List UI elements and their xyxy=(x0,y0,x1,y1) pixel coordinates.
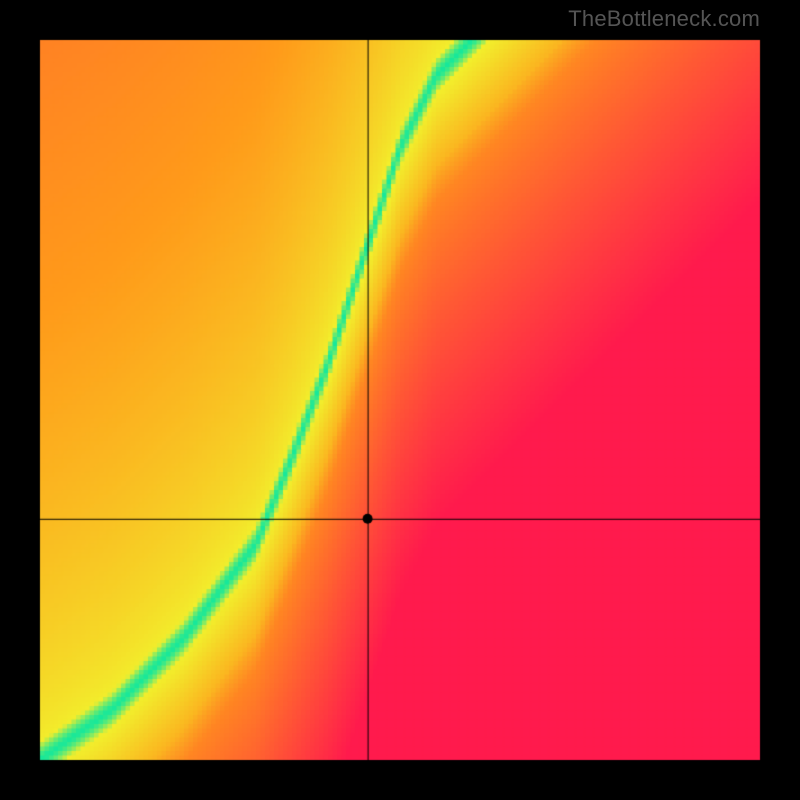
watermark-text: TheBottleneck.com xyxy=(568,6,760,32)
chart-container: TheBottleneck.com xyxy=(0,0,800,800)
bottleneck-heatmap xyxy=(0,0,800,800)
